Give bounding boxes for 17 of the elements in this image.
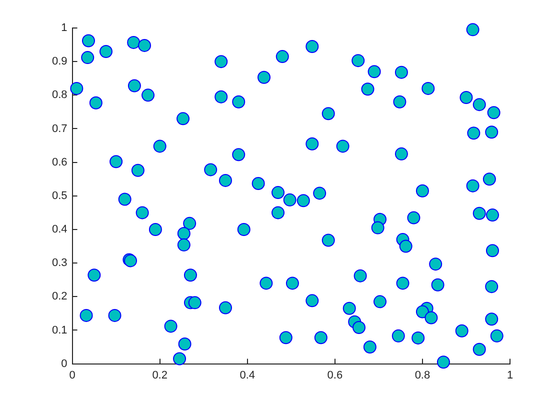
y-tick-label: 0.6 bbox=[52, 156, 68, 168]
y-tick-label: 0.2 bbox=[52, 290, 68, 303]
y-tick-label: 0.1 bbox=[52, 324, 68, 336]
x-tick-label: 0.2 bbox=[152, 369, 168, 382]
y-tick-label: 0.8 bbox=[52, 89, 68, 102]
x-tick-label: 0.8 bbox=[414, 369, 430, 382]
x-tick-label: 0.6 bbox=[327, 369, 343, 382]
y-tick-label: 0 bbox=[61, 358, 68, 370]
y-tick-label: 1 bbox=[61, 22, 68, 34]
x-tick-label: 1 bbox=[506, 369, 514, 382]
y-tick-label: 0.7 bbox=[52, 122, 68, 135]
y-tick-label: 0.4 bbox=[52, 224, 68, 236]
y-tick-label: 0.3 bbox=[52, 257, 68, 270]
x-tick-label: 0.4 bbox=[240, 369, 256, 382]
y-tick-label: 0.5 bbox=[52, 190, 68, 202]
y-tick-label: 0.9 bbox=[52, 56, 68, 68]
x-tick-label: 0 bbox=[69, 369, 76, 382]
